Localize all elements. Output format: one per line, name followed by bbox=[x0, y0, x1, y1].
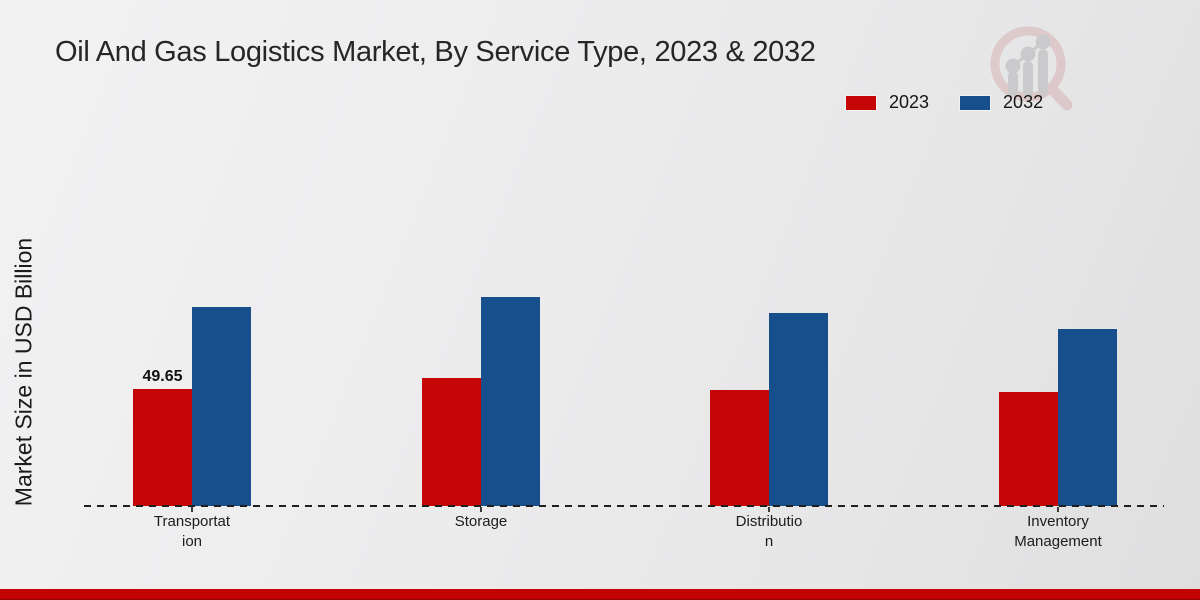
x-axis-tick-distribution bbox=[768, 507, 770, 512]
legend-label-2032: 2032 bbox=[1003, 92, 1044, 112]
bar-2032-inventory-management bbox=[1058, 328, 1117, 506]
bar-2032-transportation bbox=[192, 307, 251, 506]
magnifier-bar-chart-logo bbox=[990, 26, 1073, 111]
category-label-transportation: Transportat ion bbox=[153, 513, 231, 550]
x-axis-tick-storage bbox=[480, 507, 482, 512]
x-axis-tick-inventory-management bbox=[1057, 507, 1059, 512]
bar-2023-transportation bbox=[133, 388, 192, 506]
bar-2023-inventory-management bbox=[999, 392, 1058, 506]
footer-accent-bar bbox=[0, 589, 1200, 600]
legend-item-2032: 2032 bbox=[959, 92, 1043, 113]
chart-title: Oil And Gas Logistics Market, By Service… bbox=[55, 36, 816, 68]
bar-2032-distribution bbox=[769, 312, 828, 506]
x-axis-tick-transportation bbox=[191, 507, 193, 512]
category-label-distribution: Distributio n bbox=[735, 513, 803, 550]
legend-swatch-2023 bbox=[845, 94, 877, 111]
legend-item-2023: 2023 bbox=[845, 92, 929, 113]
category-label-inventory-management: Inventory Management bbox=[1014, 513, 1102, 550]
bar-2032-storage bbox=[481, 297, 540, 506]
x-axis-baseline bbox=[84, 505, 1164, 507]
category-label-storage: Storage bbox=[454, 513, 508, 530]
bar-2023-storage bbox=[422, 378, 481, 506]
legend-swatch-2032 bbox=[959, 94, 992, 111]
legend: 2023 2032 bbox=[845, 92, 1043, 113]
data-label-2023-transportation: 49.65 bbox=[142, 367, 183, 385]
legend-label-2023: 2023 bbox=[889, 92, 930, 112]
bar-2023-distribution bbox=[710, 390, 769, 506]
